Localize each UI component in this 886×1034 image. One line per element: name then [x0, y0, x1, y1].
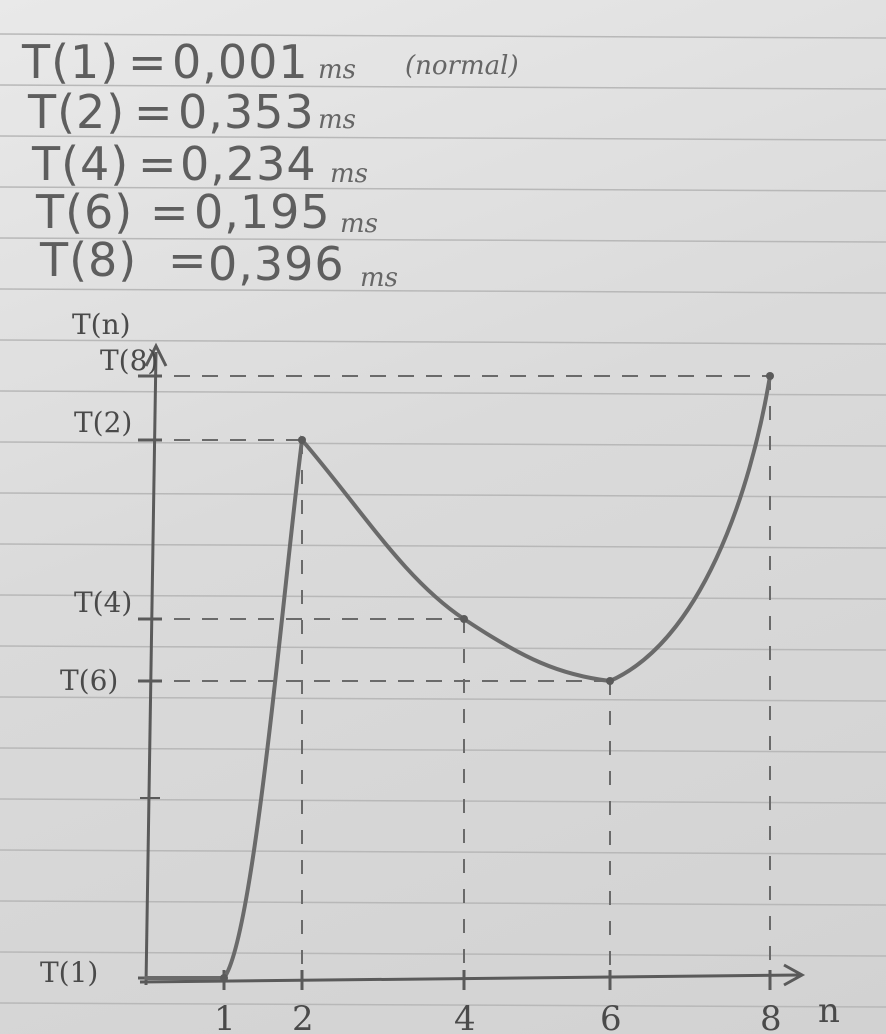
note-line-3-lhs: T(4) — [31, 137, 129, 191]
note-line-5-eq: = — [168, 233, 208, 287]
ruled-line — [0, 594, 886, 600]
ruled-line — [0, 747, 886, 753]
note-line-1-remark: (normal) — [405, 51, 519, 81]
y-tick-label-T(1): T(1) — [40, 956, 98, 989]
y-tick-label-T(2): T(2) — [74, 406, 132, 439]
note-line-1-eq: = — [128, 35, 168, 89]
note-line-4-lhs: T(6) — [35, 185, 133, 239]
y-axis-label: T(n) — [72, 308, 131, 341]
data-point-n8 — [766, 372, 774, 380]
series-line — [144, 374, 772, 980]
x-tick-label-6: 6 — [600, 999, 622, 1034]
ruled-line — [0, 288, 886, 294]
ruled-line — [0, 696, 886, 702]
ruled-line — [0, 237, 886, 243]
ruled-line — [0, 798, 886, 804]
data-point-n2 — [298, 436, 306, 444]
note-line-3-value: 0,234 — [180, 137, 317, 191]
ruled-line — [0, 900, 886, 906]
series-curve — [144, 374, 772, 980]
data-point-n4 — [460, 615, 468, 623]
ticks: 1 2 4 6 8 T(1) T(6) T(4) T(2) T(8) — [40, 344, 782, 1034]
ruled-line — [0, 135, 886, 141]
x-tick-label-8: 8 — [760, 999, 782, 1034]
note-line-4-value: 0,195 — [194, 185, 331, 239]
note-line-2-lhs: T(2) — [27, 85, 125, 139]
y-axis-arrow — [144, 342, 168, 367]
ruled-line — [0, 645, 886, 651]
data-point-n1 — [220, 974, 228, 982]
note-line-5-lhs: T(8) — [39, 233, 137, 287]
note-line-1-unit: ms — [318, 55, 356, 85]
ruled-line — [0, 339, 886, 345]
dashed-guides — [146, 375, 771, 980]
note-line-1-value: 0,001 — [172, 35, 309, 89]
note-line-3-eq: = — [138, 137, 178, 191]
note-line-5-unit: ms — [360, 263, 398, 293]
y-tick-label-T(6): T(6) — [60, 664, 118, 697]
ruled-line — [0, 33, 886, 39]
data-points — [220, 372, 774, 982]
x-axis-arrow — [783, 963, 806, 987]
x-axis-line — [139, 973, 801, 984]
ruled-line — [0, 186, 886, 192]
ruled-lines — [0, 33, 886, 1008]
note-line-3-unit: ms — [330, 159, 368, 189]
note-line-2-eq: = — [134, 85, 174, 139]
x-tick-label-2: 2 — [292, 999, 314, 1034]
note-line-2-unit: ms — [318, 105, 356, 135]
x-tick-label-1: 1 — [214, 999, 236, 1034]
y-tick-label-T(4): T(4) — [74, 586, 132, 619]
axes — [139, 342, 806, 987]
note-line-4-eq: = — [150, 185, 190, 239]
note-line-5-value: 0,396 — [208, 237, 345, 291]
ruled-line — [0, 951, 886, 957]
note-line-4-unit: ms — [340, 209, 378, 239]
notes-block: T(1) = 0,001 ms (normal) T(2) = 0,353 ms… — [21, 35, 519, 293]
ruled-line — [0, 492, 886, 498]
note-line-2-value: 0,353 — [178, 85, 315, 139]
ruled-line — [0, 543, 886, 549]
ruled-line — [0, 849, 886, 855]
ruled-line — [0, 84, 886, 90]
y-axis-line — [144, 351, 158, 986]
x-tick-label-4: 4 — [454, 999, 476, 1034]
x-axis-label: n — [818, 991, 840, 1031]
y-tick-label-T(8): T(8) — [100, 344, 158, 377]
note-line-1-lhs: T(1) — [21, 35, 119, 89]
data-point-n6 — [606, 677, 614, 685]
ruled-line — [0, 1002, 886, 1008]
ruled-line — [0, 390, 886, 396]
ruled-line — [0, 441, 886, 447]
